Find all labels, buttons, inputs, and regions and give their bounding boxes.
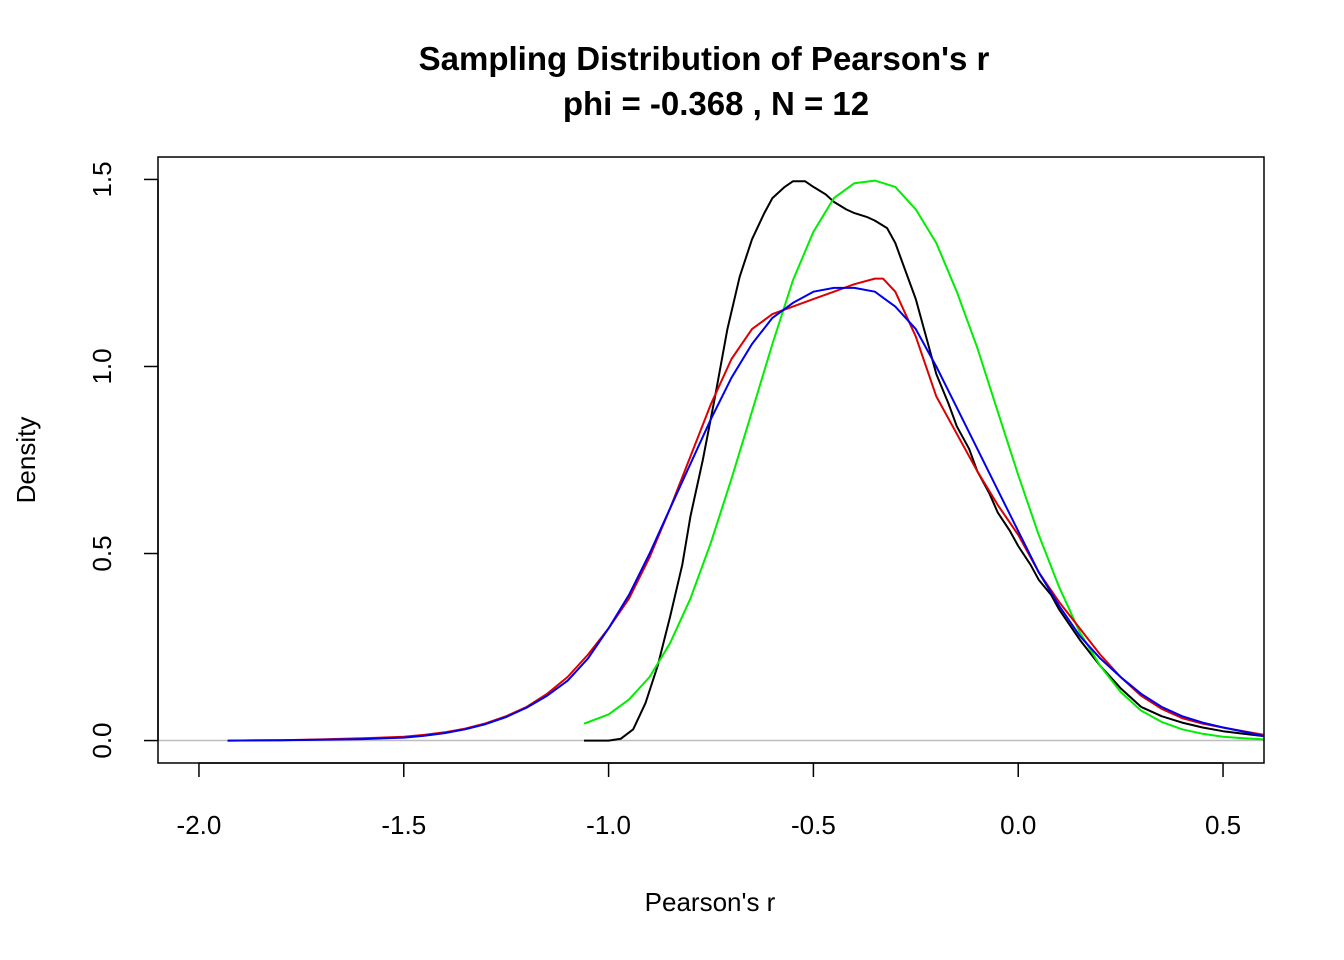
x-tick-label: -1.0 [586,810,631,840]
x-axis: -2.0 -1.5 -1.0 -0.5 0.0 0.5 [177,762,1241,840]
x-tick-label: -1.5 [381,810,426,840]
series-line-3 [227,277,1265,742]
x-axis-label: Pearson's r [645,887,776,917]
x-tick-label: -0.5 [791,810,836,840]
y-axis: 0.0 0.5 1.0 1.5 [87,161,159,759]
x-tick-label: 0.5 [1205,810,1241,840]
chart-title: Sampling Distribution of Pearson's r [419,40,990,77]
y-tick-label: 0.5 [87,535,117,571]
series-line-1 [584,180,1265,742]
chart-subtitle: phi = -0.368 , N = 12 [563,85,869,122]
series-line-4 [227,286,1265,742]
x-tick-label: -2.0 [177,810,222,840]
plot-frame [157,156,1265,764]
y-axis-label: Density [11,417,41,504]
x-tick-label: 0.0 [1000,810,1036,840]
y-tick-label: 1.5 [87,161,117,197]
y-tick-label: 1.0 [87,348,117,384]
y-tick-label: 0.0 [87,722,117,758]
series-layer [227,179,1265,742]
series-line-2 [583,179,1265,741]
